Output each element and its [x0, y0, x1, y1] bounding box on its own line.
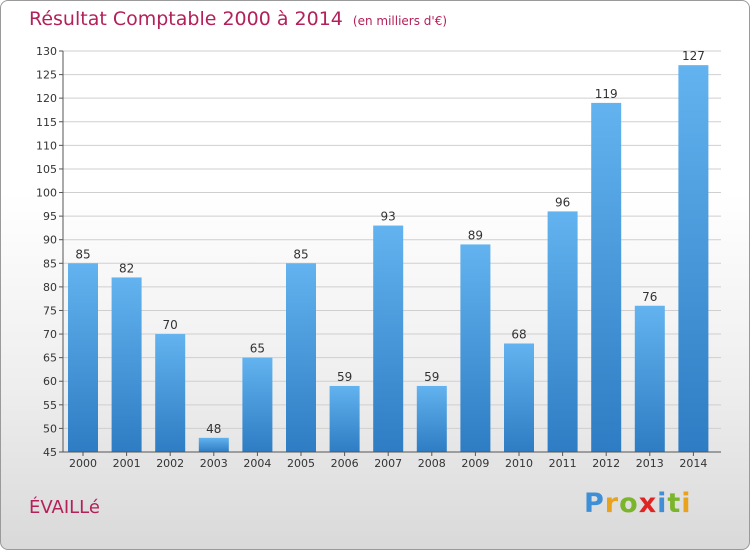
bar-value-label: 70 — [163, 318, 178, 332]
bar-2014 — [678, 65, 709, 452]
bar-value-label: 127 — [682, 49, 705, 63]
bar-2006 — [329, 385, 360, 452]
x-tick-label: 2013 — [636, 457, 664, 470]
chart-subtitle: (en milliers d'€) — [352, 14, 448, 28]
bar-2012 — [591, 102, 622, 453]
bar-value-label: 119 — [595, 87, 618, 101]
bar-value-label: 68 — [511, 327, 526, 341]
y-tick-label: 100 — [36, 187, 57, 200]
bar-value-label: 85 — [293, 247, 308, 261]
logo-letter: x — [638, 488, 658, 519]
y-tick-label: 70 — [43, 328, 57, 341]
bar-2001 — [111, 277, 142, 452]
bar-2010 — [504, 343, 534, 452]
x-tick-label: 2002 — [156, 457, 184, 470]
bar-2002 — [155, 334, 186, 452]
town-name: ÉVAILLé — [29, 497, 100, 518]
bar-2000 — [68, 263, 98, 452]
bar-2011 — [547, 211, 578, 452]
x-tick-label: 2008 — [418, 457, 446, 470]
proxiti-logo[interactable]: Proxiti — [584, 488, 692, 519]
bar-value-label: 48 — [206, 422, 221, 436]
x-tick-label: 2006 — [331, 457, 359, 470]
y-tick-label: 85 — [43, 257, 57, 270]
logo-letter: o — [619, 488, 639, 519]
x-tick-label: 2007 — [374, 457, 402, 470]
bar-2008 — [416, 385, 447, 452]
bar-value-label: 96 — [555, 195, 570, 209]
bar-value-label: 89 — [468, 228, 483, 242]
y-tick-label: 110 — [36, 139, 57, 152]
y-tick-label: 90 — [43, 234, 57, 247]
bar-2013 — [634, 305, 665, 452]
x-tick-label: 2005 — [287, 457, 315, 470]
axes: 45 50 55 60 65 70 75 80 85 90 95 100 105 110 115 120 125… — [36, 45, 721, 470]
x-tick-label: 2001 — [113, 457, 141, 470]
bar-2005 — [286, 263, 316, 452]
x-tick-label: 2011 — [549, 457, 577, 470]
y-tick-label: 115 — [36, 116, 57, 129]
x-tick-label: 2010 — [505, 457, 533, 470]
y-tick-label: 95 — [43, 210, 57, 223]
x-tick-label: 2009 — [461, 457, 489, 470]
y-tick-label: 45 — [43, 446, 57, 459]
bar-value-label: 85 — [75, 247, 90, 261]
bar-value-label: 59 — [424, 370, 439, 384]
bar-value-label: 65 — [250, 342, 265, 356]
logo-letter: i — [657, 488, 668, 519]
logo-letter: i — [681, 488, 692, 519]
chart-title-text: Résultat Comptable 2000 à 2014 — [29, 8, 343, 30]
x-tick-label: 2012 — [592, 457, 620, 470]
logo-letter: P — [584, 488, 605, 519]
bars: 85 82 70 48 65 85 59 93 59 89 68 96 119 76 127 — [68, 49, 709, 453]
y-tick-label: 65 — [43, 352, 57, 365]
bar-2004 — [242, 357, 273, 452]
logo-letter: r — [604, 488, 620, 519]
chart-title: Résultat Comptable 2000 à 2014 (en millie… — [29, 8, 447, 30]
y-tick-label: 75 — [43, 304, 57, 317]
y-tick-label: 120 — [36, 92, 57, 105]
y-tick-label: 50 — [43, 422, 57, 435]
bar-value-label: 76 — [642, 290, 657, 304]
bar-2009 — [460, 244, 491, 452]
x-tick-label: 2004 — [243, 457, 271, 470]
bar-2003 — [198, 437, 229, 452]
bar-value-label: 59 — [337, 370, 352, 384]
bar-value-label: 82 — [119, 261, 134, 275]
y-tick-label: 130 — [36, 45, 57, 58]
bar-value-label: 93 — [381, 210, 396, 224]
x-tick-label: 2003 — [200, 457, 228, 470]
y-tick-label: 80 — [43, 281, 57, 294]
logo-letter: t — [667, 488, 682, 519]
y-tick-label: 60 — [43, 375, 57, 388]
y-tick-label: 55 — [43, 399, 57, 412]
y-tick-label: 105 — [36, 163, 57, 176]
y-tick-label: 125 — [36, 69, 57, 82]
bar-2007 — [373, 225, 404, 452]
x-tick-label: 2000 — [69, 457, 97, 470]
x-tick-label: 2014 — [679, 457, 707, 470]
